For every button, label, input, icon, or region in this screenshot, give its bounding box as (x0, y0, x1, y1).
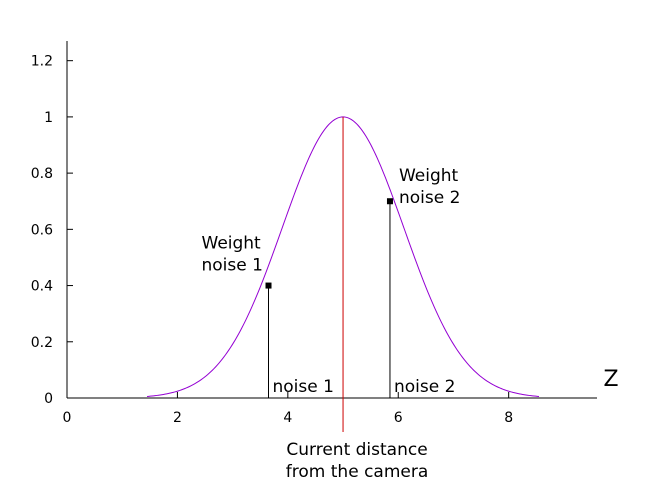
camera-distance-label-line-2: from the camera (286, 462, 428, 482)
camera-distance-label-line-1: Current distance (286, 440, 427, 460)
y-tick-label: 1 (44, 110, 53, 126)
weight-noise-2-label: Weight noise 2 (399, 166, 460, 208)
y-tick-label: 0.6 (31, 222, 53, 238)
weight-noise-2-label-line-1: Weight (399, 166, 459, 186)
camera-distance-label: Current distance from the camera (286, 440, 428, 482)
x-tick-label: 0 (63, 410, 72, 426)
x-tick-label: 8 (504, 410, 513, 426)
series (147, 116, 540, 432)
axes (66, 41, 597, 399)
noise-1-axis-label: noise 1 (273, 377, 334, 397)
weight-noise-2-label-line-2: noise 2 (399, 188, 460, 208)
y-tick-label: 0.8 (31, 166, 53, 182)
weight-noise-1-label-line-1: Weight (202, 234, 262, 254)
weight-noise-1-label-line-2: noise 1 (202, 256, 263, 276)
x-tick-label: 6 (394, 410, 403, 426)
noise-2-axis-label: noise 2 (394, 377, 455, 397)
noise-2-marker (386, 198, 393, 205)
x-tick-label: 4 (283, 410, 292, 426)
x-axis-label: Z (603, 367, 618, 392)
noise-1-marker (265, 282, 272, 289)
weight-noise-1-label: Weight noise 1 (202, 234, 263, 276)
y-tick-label: 0 (44, 391, 53, 407)
x-tick-label: 2 (173, 410, 182, 426)
y-tick-label: 0.2 (31, 335, 53, 351)
y-tick-label: 1.2 (31, 54, 53, 70)
ticks: 0 0.2 0.4 0.6 0.8 1 1.2 0 2 4 6 8 Z (31, 54, 619, 426)
y-tick-label: 0.4 (31, 279, 53, 295)
